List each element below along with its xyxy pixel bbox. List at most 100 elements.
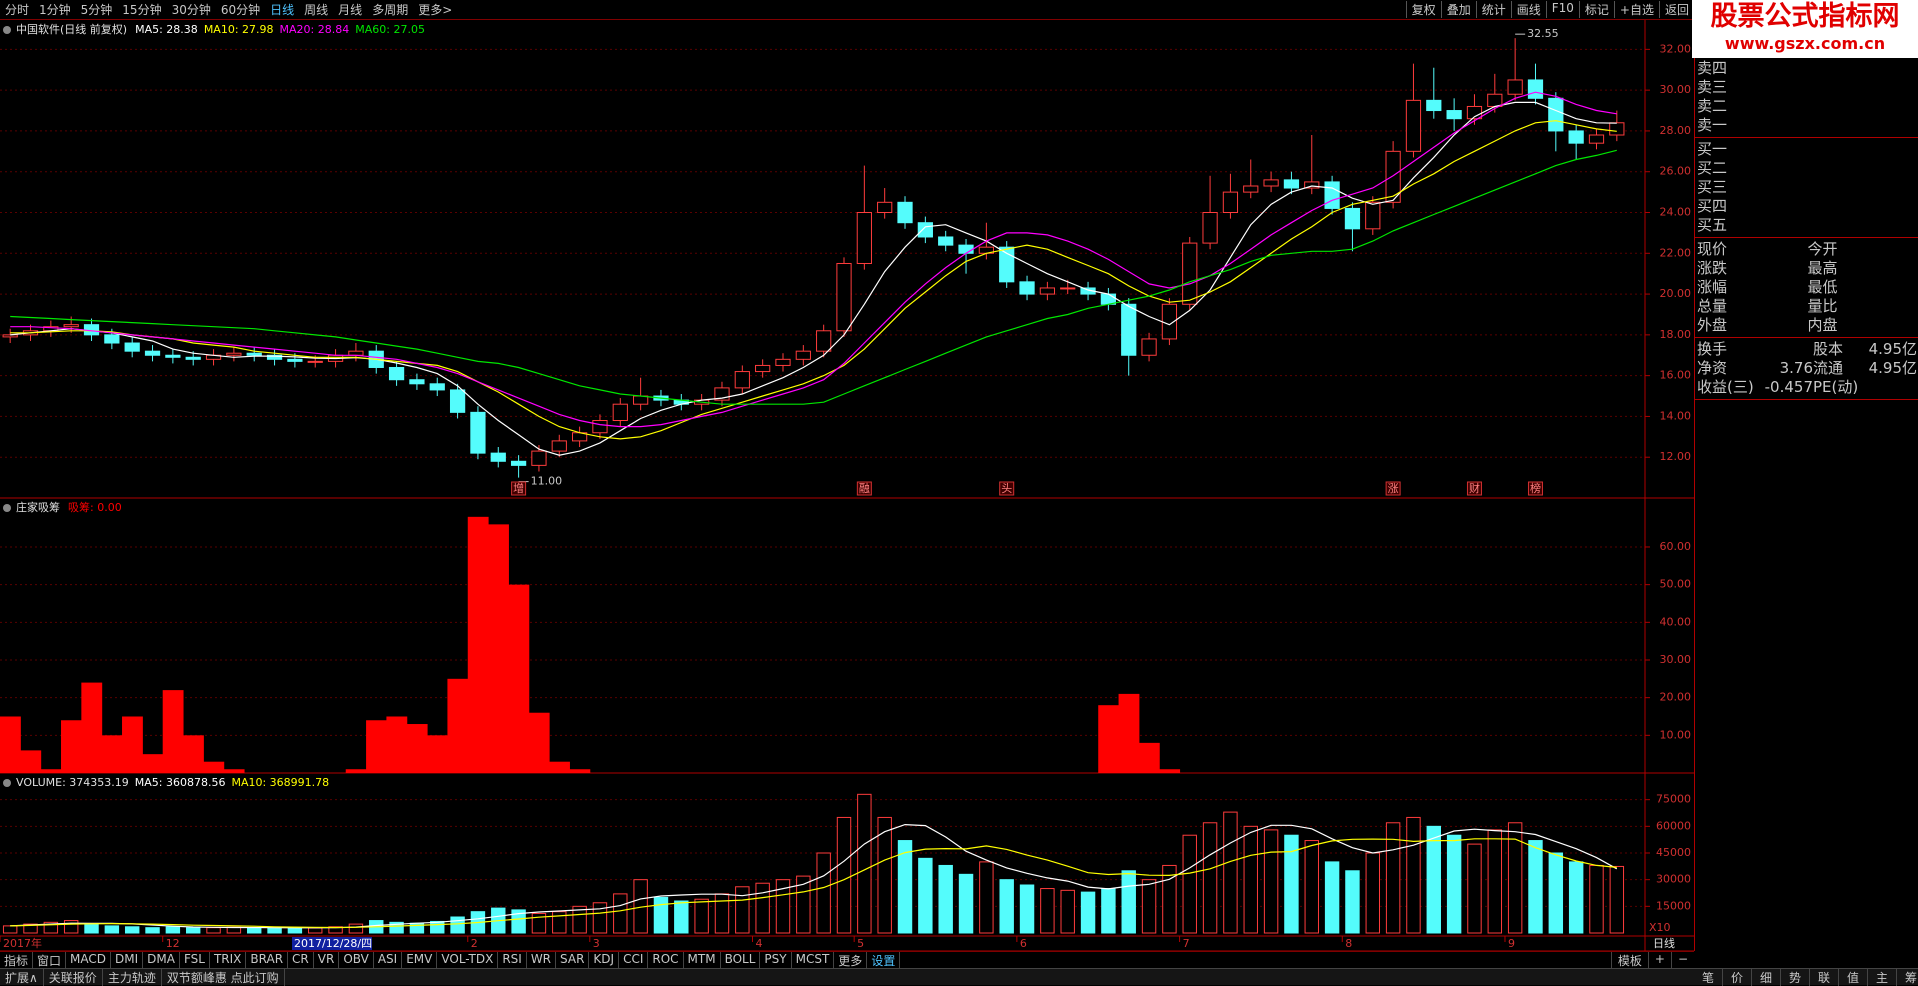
y-tick-label: 75000	[1656, 793, 1691, 806]
status-tab[interactable]: 主	[1868, 969, 1897, 986]
indicator-tab[interactable]: FSL	[180, 952, 210, 969]
tab-tools: 模板+−	[1611, 952, 1694, 969]
period-tab[interactable]: 周线	[299, 3, 333, 17]
indicator-bar	[427, 735, 448, 773]
tool-button[interactable]: F10	[1546, 1, 1579, 18]
indicator-tab[interactable]: MCST	[792, 952, 835, 969]
status-tab[interactable]: 笔	[1694, 969, 1723, 986]
indicator-tab[interactable]: DMA	[143, 952, 180, 969]
tool-button[interactable]: 复权	[1406, 1, 1441, 18]
indicator-tab[interactable]: RSI	[498, 952, 527, 969]
period-tab[interactable]: 60分钟	[216, 3, 265, 17]
status-tab[interactable]: 价	[1723, 969, 1752, 986]
indicator-bar	[0, 716, 21, 773]
volume-bar	[756, 883, 769, 933]
quote-row: 涨跌最高	[1697, 259, 1918, 278]
status-tab[interactable]: 势	[1781, 969, 1810, 986]
volume-bar	[3, 926, 16, 933]
candle-body	[959, 245, 973, 253]
candle-body	[756, 365, 770, 371]
indicator-tab[interactable]: CR	[288, 952, 314, 969]
ask-row: 卖二	[1697, 97, 1918, 116]
indicator-bar	[122, 716, 143, 773]
indicator-bar	[1098, 705, 1119, 773]
indicator-tab[interactable]: TRIX	[210, 952, 246, 969]
volume-bar	[715, 894, 728, 933]
indicator-tab[interactable]: 设置	[867, 952, 900, 969]
volume-bar	[309, 928, 322, 933]
indicator-bar	[41, 769, 62, 773]
indicator-bar	[407, 724, 428, 773]
period-tab[interactable]: 日线	[265, 3, 299, 17]
period-tab[interactable]: 月线	[333, 3, 367, 17]
candle-body	[1406, 100, 1420, 151]
status-item[interactable]: 关联报价	[44, 969, 103, 986]
quote-label: 外盘	[1697, 316, 1808, 335]
indicator-tab[interactable]: VR	[314, 952, 340, 969]
candle-body	[1427, 100, 1441, 110]
status-tab[interactable]: 细	[1752, 969, 1781, 986]
indicator-tab[interactable]: MTM	[684, 952, 721, 969]
tab-tool[interactable]: −	[1671, 952, 1694, 969]
quote-row: 涨幅最低	[1697, 278, 1918, 297]
period-tab[interactable]: 15分钟	[117, 3, 166, 17]
legend-entry: MA5: 28.38	[135, 23, 198, 36]
indicator-tab[interactable]: 指标	[0, 952, 33, 969]
indicator-tab[interactable]: 更多	[834, 952, 867, 969]
tool-button[interactable]: 统计	[1476, 1, 1511, 18]
candle-body	[227, 353, 241, 355]
indicator-tab[interactable]: DMI	[111, 952, 143, 969]
ma-line	[10, 102, 1617, 455]
x-tick-label: 9	[1508, 937, 1515, 950]
tool-button[interactable]: 叠加	[1441, 1, 1476, 18]
volume-bar	[614, 894, 627, 933]
tab-tool[interactable]: +	[1648, 952, 1671, 969]
status-item[interactable]: 主力轨迹	[103, 969, 162, 986]
candle-body	[3, 335, 17, 337]
tool-button[interactable]: 标记	[1579, 1, 1614, 18]
period-tab[interactable]: 1分钟	[34, 3, 76, 17]
indicator-bar	[447, 679, 468, 773]
period-tab[interactable]: 30分钟	[167, 3, 216, 17]
indicator-tab[interactable]: EMV	[402, 952, 437, 969]
status-tab[interactable]: 筹	[1897, 969, 1918, 986]
indicator-tab[interactable]: ASI	[374, 952, 402, 969]
period-tab[interactable]: 更多>	[413, 3, 457, 17]
indicator-tab[interactable]: KDJ	[589, 952, 619, 969]
indicator-tab[interactable]: WR	[527, 952, 556, 969]
bid-row: 买五	[1697, 216, 1918, 235]
candle-body	[817, 331, 831, 351]
volume-bar	[1264, 830, 1277, 933]
candle-body	[1508, 80, 1522, 94]
volume-bar	[675, 901, 688, 933]
status-tab[interactable]: 联	[1810, 969, 1839, 986]
tool-button[interactable]: 画线	[1511, 1, 1546, 18]
bid-label: 买四	[1697, 197, 1727, 216]
legend-entry: VOLUME: 374353.19	[16, 776, 129, 789]
tool-button[interactable]: 返回	[1659, 1, 1694, 18]
indicator-bar	[549, 762, 570, 773]
candle-body	[857, 213, 871, 264]
status-item[interactable]: 双节额峰惠 点此订购	[162, 969, 285, 986]
status-item[interactable]: 扩展∧	[0, 969, 44, 986]
tool-button[interactable]: +自选	[1614, 1, 1659, 18]
period-tab[interactable]: 5分钟	[76, 3, 118, 17]
indicator-bar	[224, 769, 245, 773]
indicator-tab[interactable]: PSY	[760, 952, 791, 969]
indicator-tab[interactable]: ROC	[648, 952, 683, 969]
period-tab[interactable]: 分时	[0, 3, 34, 17]
indicator-tab[interactable]: MACD	[66, 952, 111, 969]
indicator-tab[interactable]: 窗口	[33, 952, 66, 969]
indicator-bar	[203, 762, 224, 773]
indicator-tab[interactable]: SAR	[556, 952, 589, 969]
tab-tool[interactable]: 模板	[1611, 952, 1648, 969]
status-tab[interactable]: 值	[1839, 969, 1868, 986]
indicator-tab[interactable]: BRAR	[246, 952, 288, 969]
indicator-tab[interactable]: OBV	[339, 952, 374, 969]
status-bar: 扩展∧关联报价主力轨迹双节额峰惠 点此订购 笔价细势联值主筹	[0, 968, 1918, 985]
indicator-tab[interactable]: BOLL	[721, 952, 761, 969]
indicator-tab[interactable]: CCI	[619, 952, 648, 969]
period-tab[interactable]: 多周期	[367, 3, 413, 17]
indicator-tab[interactable]: VOL-TDX	[437, 952, 498, 969]
